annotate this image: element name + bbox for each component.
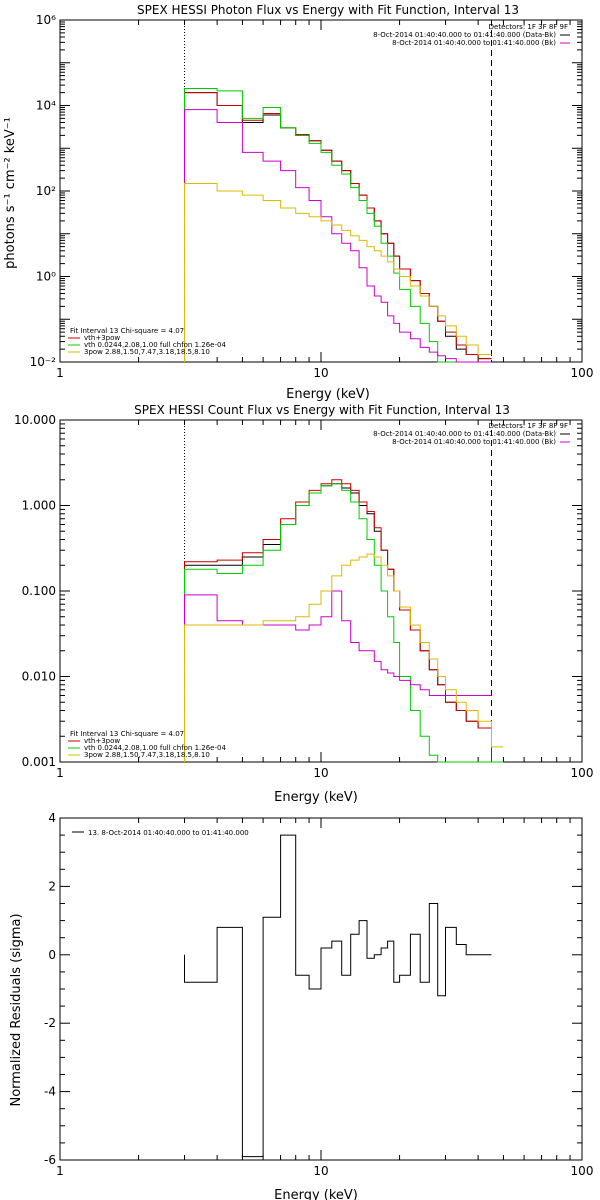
residuals-legend: 13. 8-Oct-2014 01:40:40.000 to 01:41:40.… bbox=[72, 829, 249, 837]
legend-detectors: Detectors: 1F 3F 8F 9F bbox=[489, 422, 568, 430]
x-tick-label: 100 bbox=[571, 766, 594, 780]
x-tick-label: 1 bbox=[56, 1164, 64, 1178]
y-tick-label: 0.100 bbox=[22, 584, 56, 598]
x-tick-label: 1 bbox=[56, 366, 64, 380]
photon-flux-ylabel: photons s⁻¹ cm⁻² keV⁻¹ bbox=[3, 117, 18, 269]
count-flux-title: SPEX HESSI Count Flux vs Energy with Fit… bbox=[134, 403, 510, 417]
residuals-tick-labels: 1 10 100 -6 -4 -2 0 2 4 bbox=[44, 811, 593, 1178]
legend-vth-3pow: vth+3pow bbox=[84, 334, 120, 342]
photon-flux-xlabel: Energy (keV) bbox=[286, 387, 370, 402]
count-flux-legend-top-right: Detectors: 1F 3F 8F 9F 8-Oct-2014 01:40:… bbox=[373, 422, 570, 446]
y-tick-label: 10⁻² bbox=[30, 355, 57, 369]
x-tick-label: 100 bbox=[571, 366, 594, 380]
x-tick-label: 1 bbox=[56, 766, 64, 780]
series-0-histogram bbox=[184, 483, 492, 762]
legend-vth-params: vth 0.0244,2.08,1.00 full chfon 1.26e-04 bbox=[84, 744, 226, 752]
series-0-histogram bbox=[184, 834, 492, 1158]
photon-flux-legend-bottom-left: Fit Interval 13 Chi-square = 4.07 vth+3p… bbox=[68, 327, 226, 356]
legend-interval-13: 13. 8-Oct-2014 01:40:40.000 to 01:41:40.… bbox=[88, 829, 249, 837]
legend-fit-interval: Fit Interval 13 Chi-square = 4.07 bbox=[70, 327, 184, 335]
y-tick-label: 10⁰ bbox=[36, 270, 56, 284]
series-3-histogram bbox=[184, 109, 492, 363]
y-tick-label: 0.001 bbox=[22, 755, 56, 769]
x-tick-label: 10 bbox=[313, 1164, 328, 1178]
y-tick-label: 10⁶ bbox=[36, 13, 56, 27]
y-tick-label: 10.000 bbox=[14, 413, 56, 427]
photon-flux-plot-area bbox=[59, 19, 583, 363]
legend-vth-params: vth 0.0244,2.08,1.00 full chfon 1.26e-04 bbox=[84, 341, 226, 349]
y-tick-label: -4 bbox=[44, 1085, 56, 1099]
y-tick-label: 2 bbox=[48, 879, 56, 893]
photon-flux-tick-labels: 1 10 100 10⁻² 10⁰ 10² 10⁴ 10⁶ bbox=[30, 13, 594, 380]
series-3-histogram bbox=[184, 590, 492, 762]
legend-detectors: Detectors: 1F 3F 8F 9F bbox=[489, 23, 568, 31]
y-tick-label: -6 bbox=[44, 1153, 56, 1167]
legend-bk: 8-Oct-2014 01:40:40.000 to 01:41:40.000 … bbox=[392, 39, 556, 47]
legend-3pow-params: 3pow 2.88,1.50,7.47,3.18,18.5,8.10 bbox=[84, 348, 210, 356]
count-flux-plot-area bbox=[59, 419, 583, 763]
y-tick-label: 4 bbox=[48, 811, 56, 825]
photon-flux-panel: SPEX HESSI Photon Flux vs Energy with Fi… bbox=[3, 3, 593, 402]
y-tick-label: 0 bbox=[48, 948, 56, 962]
residuals-xlabel: Energy (keV) bbox=[274, 1188, 358, 1200]
x-tick-label: 10 bbox=[313, 366, 328, 380]
plot-frame bbox=[59, 19, 583, 363]
x-tick-label: 10 bbox=[313, 766, 328, 780]
series-2-histogram bbox=[184, 483, 504, 763]
series-4-histogram bbox=[184, 553, 504, 762]
legend-data-minus-bk: 8-Oct-2014 01:40:40.000 to 01:41:40.000 … bbox=[373, 430, 556, 438]
series-2-histogram bbox=[184, 88, 492, 363]
legend-fit-interval: Fit Interval 13 Chi-square = 4.07 bbox=[70, 730, 184, 738]
residuals-ylabel: Normalized Residuals (sigma) bbox=[9, 913, 24, 1106]
residuals-panel: Normalized Residuals (sigma) Energy (keV… bbox=[9, 811, 593, 1200]
y-tick-label: -2 bbox=[44, 1016, 56, 1030]
count-flux-xlabel: Energy (keV) bbox=[274, 790, 358, 805]
photon-flux-legend-top-right: Detectors: 1F 3F 8F 9F 8-Oct-2014 01:40:… bbox=[373, 23, 570, 47]
y-tick-label: 10⁴ bbox=[36, 99, 56, 113]
legend-data-minus-bk: 8-Oct-2014 01:40:40.000 to 01:41:40.000 … bbox=[373, 31, 556, 39]
series-4-histogram bbox=[184, 183, 492, 362]
count-flux-legend-bottom-left: Fit Interval 13 Chi-square = 4.07 vth+3p… bbox=[68, 730, 226, 759]
legend-3pow-params: 3pow 2.88,1.50,7.47,3.18,18.5,8.10 bbox=[84, 751, 210, 759]
count-flux-panel: SPEX HESSI Count Flux vs Energy with Fit… bbox=[14, 403, 593, 805]
x-tick-label: 100 bbox=[571, 1164, 594, 1178]
y-tick-label: 0.010 bbox=[22, 670, 56, 684]
photon-flux-title: SPEX HESSI Photon Flux vs Energy with Fi… bbox=[137, 3, 519, 17]
legend-vth-3pow: vth+3pow bbox=[84, 737, 120, 745]
y-tick-label: 1.000 bbox=[22, 499, 56, 513]
residuals-plot-area bbox=[59, 817, 583, 1161]
count-flux-tick-labels: 1 10 100 0.001 0.010 0.100 1.000 10.000 bbox=[14, 413, 593, 780]
y-tick-label: 10² bbox=[36, 184, 56, 198]
legend-bk: 8-Oct-2014 01:40:40.000 to 01:41:40.000 … bbox=[392, 438, 556, 446]
series-1-histogram bbox=[184, 479, 504, 763]
